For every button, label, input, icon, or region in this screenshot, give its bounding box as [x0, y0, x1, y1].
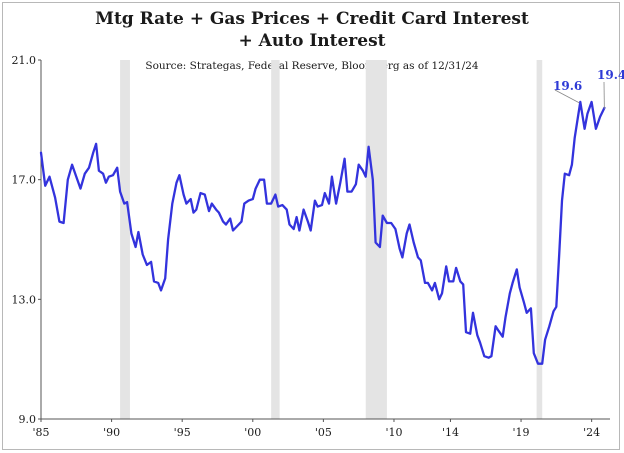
annotation-label: 19.6 [553, 79, 582, 93]
recession-band [271, 60, 280, 419]
x-tick-label: '10 [385, 426, 402, 439]
recession-band [536, 60, 543, 419]
chart-title-line-1: Mtg Rate + Gas Prices + Credit Card Inte… [95, 9, 529, 29]
x-tick-label: '85 [32, 426, 49, 439]
x-tick-label: '19 [513, 426, 530, 439]
chart-title-line-2: + Auto Interest [238, 31, 386, 51]
x-tick-label: '05 [315, 426, 332, 439]
y-tick-label: 17.0 [12, 174, 37, 187]
x-tick-label: '00 [244, 426, 261, 439]
annotation-label: 19.4 [597, 68, 624, 82]
x-tick-label: '14 [442, 426, 459, 439]
chart-subtitle: Source: Strategas, Federal Reserve, Bloo… [145, 60, 479, 72]
recession-band [120, 60, 130, 419]
x-tick-label: '90 [103, 426, 120, 439]
series-line [39, 100, 606, 365]
y-tick-label: 9.0 [19, 413, 37, 426]
annotation-leader [554, 89, 580, 104]
chart-title: Mtg Rate + Gas Prices + Credit Card Inte… [0, 8, 624, 52]
x-tick-label: '24 [583, 426, 600, 439]
y-tick-label: 21.0 [12, 54, 37, 67]
y-tick-label: 13.0 [12, 293, 37, 306]
x-tick-label: '95 [174, 426, 191, 439]
